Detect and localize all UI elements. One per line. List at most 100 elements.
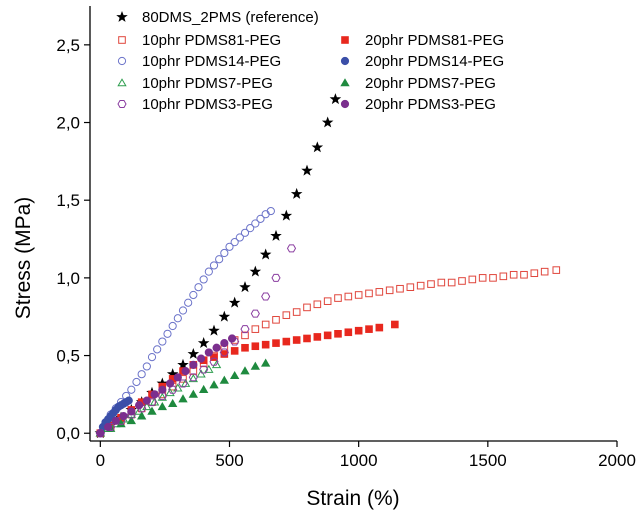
data-point	[259, 248, 272, 260]
legend-entry: 20phr PDMS81-PEG	[341, 32, 504, 49]
data-point	[272, 339, 280, 347]
data-point	[329, 93, 342, 105]
legend-entry: 20phr PDMS14-PEG	[340, 53, 504, 70]
data-point	[220, 248, 229, 258]
data-point	[127, 385, 136, 394]
x-axis-title: Strain (%)	[306, 487, 399, 510]
data-point	[163, 329, 172, 338]
series-8	[95, 244, 297, 438]
data-point	[313, 300, 322, 309]
data-point	[158, 337, 167, 346]
data-point	[111, 416, 120, 425]
data-point	[173, 314, 182, 323]
data-point	[219, 375, 230, 384]
data-point	[303, 303, 311, 312]
data-point	[198, 384, 209, 394]
data-point	[215, 255, 224, 264]
data-point	[136, 411, 147, 420]
data-point	[437, 278, 446, 287]
x-tick-label: 2000	[598, 451, 636, 470]
data-point	[189, 290, 198, 300]
data-point	[173, 373, 182, 382]
data-point	[177, 358, 189, 370]
data-point	[365, 325, 373, 333]
series-2	[96, 266, 561, 438]
data-point	[396, 284, 404, 293]
data-point	[251, 342, 260, 351]
data-point	[489, 274, 497, 282]
data-point	[204, 267, 213, 276]
data-point	[150, 390, 159, 399]
data-point	[147, 353, 157, 362]
data-point	[239, 281, 251, 293]
data-point	[188, 389, 199, 398]
data-point	[188, 374, 199, 383]
data-point	[344, 292, 353, 301]
data-point	[204, 348, 213, 357]
data-point	[270, 229, 282, 241]
data-point	[124, 396, 133, 405]
x-tick-label: 500	[215, 451, 243, 470]
y-tick-label: 2,0	[56, 114, 80, 133]
data-point	[416, 281, 425, 290]
data-point	[132, 377, 141, 387]
data-point	[282, 337, 291, 346]
data-point	[103, 422, 113, 432]
y-tick-label: 1,5	[56, 191, 80, 210]
data-point	[344, 328, 353, 337]
legend-entry: 10phr PDMS3-PEG	[117, 96, 273, 113]
y-tick-label: 0,5	[56, 347, 80, 366]
data-point	[261, 320, 270, 329]
data-point	[499, 272, 508, 281]
data-point	[167, 398, 178, 408]
data-point	[261, 292, 271, 301]
data-point	[165, 379, 175, 388]
data-point	[229, 370, 240, 380]
data-point	[178, 379, 188, 388]
data-point	[261, 340, 270, 349]
data-point	[147, 406, 157, 415]
data-point	[230, 238, 239, 247]
data-point	[246, 224, 255, 233]
data-point	[406, 283, 415, 291]
data-point	[241, 331, 249, 340]
legend-entry: 10phr PDMS81-PEG	[118, 32, 281, 49]
data-point	[196, 354, 206, 363]
data-point	[235, 233, 244, 242]
data-point	[168, 321, 177, 331]
legend-label: 20phr PDMS7-PEG	[365, 75, 496, 92]
data-point	[208, 324, 220, 336]
data-point	[251, 325, 260, 333]
data-point	[520, 270, 528, 279]
data-point	[230, 347, 239, 355]
legend: 80DMS_2PMS (reference) 10phr PDMS81-PEG 20…	[116, 9, 504, 113]
data-point	[250, 309, 260, 318]
legend-entry: 20phr PDMS7-PEG	[340, 75, 496, 92]
data-point	[280, 209, 293, 221]
data-point	[251, 219, 260, 228]
data-point	[354, 291, 363, 299]
data-point	[116, 419, 126, 428]
plot-area	[94, 93, 561, 439]
data-point	[468, 275, 477, 284]
data-point	[354, 326, 363, 335]
data-point	[321, 116, 334, 128]
legend-label: 20phr PDMS14-PEG	[365, 53, 504, 70]
data-point	[211, 360, 222, 369]
data-point	[209, 357, 219, 366]
data-point	[218, 310, 231, 322]
data-point	[181, 366, 190, 376]
y-ticks: 0,0 0,5 1,0 1,5 2,0 2,5	[56, 36, 90, 443]
data-point	[530, 269, 539, 278]
data-point	[189, 360, 198, 369]
data-point	[292, 336, 301, 344]
x-tick-label: 1500	[469, 451, 507, 470]
legend-marker	[340, 56, 350, 66]
data-point	[385, 286, 394, 295]
legend-label: 10phr PDMS7-PEG	[142, 75, 273, 92]
data-point	[219, 348, 229, 357]
data-point	[157, 392, 168, 401]
data-point	[96, 429, 105, 438]
data-point	[375, 288, 384, 296]
data-point	[290, 187, 303, 199]
